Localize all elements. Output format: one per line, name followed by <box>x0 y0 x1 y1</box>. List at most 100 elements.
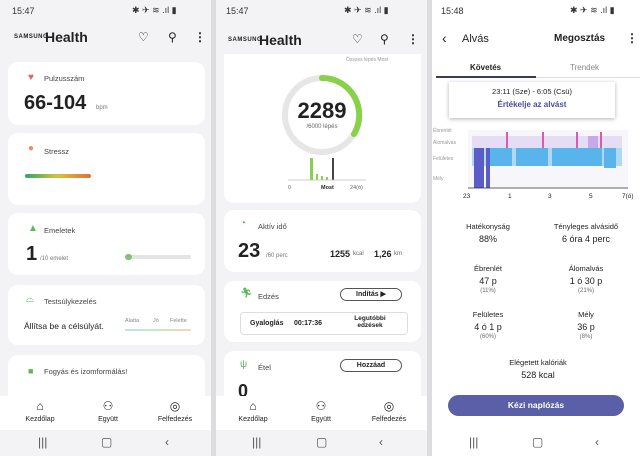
axis-end: 24(ó) <box>350 185 363 191</box>
stat-value: 36 p <box>577 322 595 332</box>
menu-icon[interactable]: ⋮ <box>194 30 206 44</box>
profile-icon[interactable]: ⚲ <box>168 30 177 44</box>
floors-track <box>125 255 191 259</box>
status-time: 15:48 <box>441 6 464 16</box>
heart-card[interactable]: ♥ Pulzusszám 66-104 bpm <box>8 62 205 125</box>
tips-icon[interactable]: ♡ <box>352 32 363 46</box>
weight-scale-low: Alatta <box>125 318 140 324</box>
stress-icon: ● <box>28 143 35 154</box>
active-card[interactable]: ◔ Aktív idő 23 /60 perc 1255 kcal 1,26 k… <box>224 210 421 272</box>
sys-back[interactable]: ‹ <box>165 435 169 449</box>
stat-label: Hatékonyság <box>466 222 510 231</box>
active-kcal: 1255 <box>330 249 351 259</box>
recent-workouts[interactable]: Legutóbbi edzések <box>354 315 386 329</box>
stat-share: (60%) <box>479 334 496 340</box>
floors-card[interactable]: ▲ Emeletek 1 /10 emelet <box>8 213 205 275</box>
share-button[interactable]: Megosztás <box>554 33 606 44</box>
sys-back[interactable]: ‹ <box>379 435 383 449</box>
nav-discover-icon[interactable]: ◎ <box>169 399 181 413</box>
floors-title: Emeletek <box>44 226 76 235</box>
profile-icon[interactable]: ⚲ <box>380 32 389 46</box>
steps-card[interactable]: Összes lépés Most 2289 /6000 lépés 0 Mos… <box>224 54 421 203</box>
stat-value: 88% <box>478 234 497 244</box>
light-segment <box>552 148 602 166</box>
nav-discover[interactable]: Felfedezés <box>371 416 407 423</box>
bottom-nav: ⌂ Kezdőlap ⚇ Együtt ◎ Felfedezés <box>216 396 427 430</box>
weight-title: Testsúlykezelés <box>44 297 97 306</box>
manual-log-button[interactable]: Kézi naplózás <box>448 395 624 416</box>
status-icons: ✱ ✈ ≋ .ıl ▮ <box>344 5 389 15</box>
hour-5: 5 <box>589 193 593 200</box>
status-icons: ✱ ✈ ≋ .ıl ▮ <box>132 5 177 15</box>
steps-value: 2289 <box>297 98 347 123</box>
active-title: Aktív idő <box>258 222 287 231</box>
nav-together-icon[interactable]: ⚇ <box>102 399 114 413</box>
rate-sleep[interactable]: Értékelje az alvást <box>497 100 567 109</box>
stat-value: 47 p <box>479 276 497 286</box>
sys-recent[interactable]: ||| <box>38 435 48 449</box>
hour-bar <box>326 177 328 180</box>
nav-together-icon[interactable]: ⚇ <box>315 399 327 413</box>
sys-recent[interactable]: ||| <box>469 435 479 449</box>
steps-goal: /6000 lépés <box>306 124 338 130</box>
nav-together[interactable]: Együtt <box>311 416 331 423</box>
status-time: 15:47 <box>12 6 35 16</box>
screen-home-scrolled: 15:47 ✱ ✈ ≋ .ıl ▮ SAMSUNG Health ♡ ⚲ ⋮ Ö… <box>216 0 427 456</box>
stage-awake: Ébrenlét <box>433 128 452 134</box>
nav-together[interactable]: Együtt <box>98 416 118 423</box>
program-title: Fogyás és izomformálás! <box>44 367 128 376</box>
brand-maker: SAMSUNG <box>14 34 49 40</box>
awake-segment <box>576 132 578 148</box>
nav-home-icon[interactable]: ⌂ <box>249 399 257 413</box>
tab-tracking[interactable]: Követés <box>470 63 502 72</box>
hour-bar <box>321 176 323 180</box>
heart-icon: ♥ <box>28 72 34 83</box>
stress-card[interactable]: ● Stressz <box>8 133 205 205</box>
weight-card[interactable]: ⌓ Testsúlykezelés Állítsa be a célsúlyát… <box>8 285 205 345</box>
hour-bar <box>310 158 313 180</box>
sys-home[interactable]: ▢ <box>532 435 544 449</box>
stat-share: (8%) <box>579 334 593 340</box>
sys-recent[interactable]: ||| <box>252 435 262 449</box>
tips-icon[interactable]: ♡ <box>138 30 149 44</box>
add-button[interactable]: Hozzáad <box>340 359 402 372</box>
menu-icon[interactable]: ⋮ <box>626 31 638 45</box>
nav-discover[interactable]: Felfedezés <box>157 416 193 423</box>
floors-progress <box>125 254 132 260</box>
deep-segment <box>474 148 484 188</box>
sys-home[interactable]: ▢ <box>101 435 113 449</box>
awake-segment <box>506 132 508 148</box>
axis-start: 0 <box>288 185 292 191</box>
workout-icon: 🏃︎ <box>240 288 253 299</box>
hour-7: 7(ó) <box>622 193 634 200</box>
sys-home[interactable]: ▢ <box>316 435 328 449</box>
tab-trends[interactable]: Trendek <box>570 63 600 72</box>
nav-discover-icon[interactable]: ◎ <box>383 399 395 413</box>
stage-deep: Mély <box>433 176 444 182</box>
menu-icon[interactable]: ⋮ <box>407 32 419 46</box>
nav-home-icon[interactable]: ⌂ <box>36 399 44 413</box>
rem-band <box>472 136 622 148</box>
food-value: 0 <box>238 381 249 401</box>
back-button[interactable]: ‹ <box>442 30 447 46</box>
program-icon: ■ <box>28 366 34 376</box>
brand-maker: SAMSUNG <box>228 37 263 43</box>
workout-card[interactable]: 🏃︎ Edzés Indítás ▶ Gyaloglás 00:17:36 Le… <box>224 281 421 342</box>
food-title: Étel <box>258 363 271 372</box>
nav-home[interactable]: Kezdőlap <box>25 416 55 423</box>
active-km-unit: km <box>394 251 402 257</box>
period-box[interactable]: 23:11 (Sze) - 6:05 (Csü) Értékelje az al… <box>449 82 615 118</box>
sys-back[interactable]: ‹ <box>595 435 599 449</box>
rem-segment <box>588 136 598 148</box>
workout-duration: 00:17:36 <box>294 320 323 327</box>
nav-home[interactable]: Kezdőlap <box>238 416 268 423</box>
status-icons: ✱ ✈ ≋ .ıl ▮ <box>570 5 615 15</box>
start-button[interactable]: Indítás ▶ <box>340 288 402 301</box>
light-segment <box>604 148 616 168</box>
tab-indicator <box>436 76 536 78</box>
hypnogram <box>468 130 628 189</box>
weight-scale-ok: Jó <box>153 318 159 324</box>
awake-segment <box>600 132 602 148</box>
sleep-period: 23:11 (Sze) - 6:05 (Csü) <box>492 87 572 96</box>
stage-light: Felületes <box>433 156 454 162</box>
